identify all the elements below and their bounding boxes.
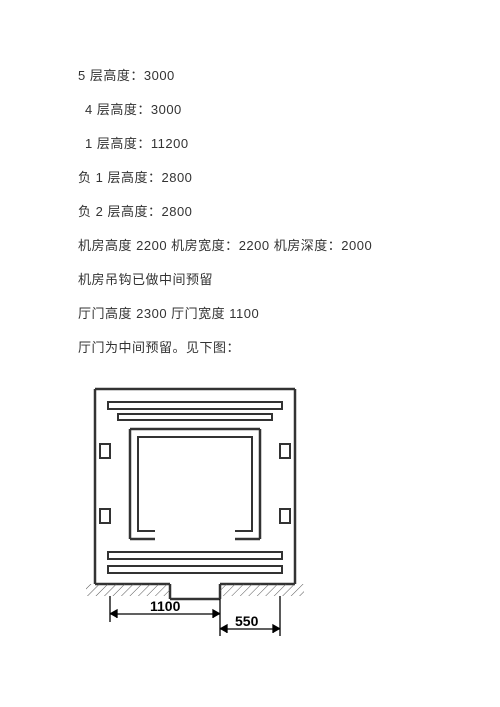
label: 厅门为中间预留。见下图：: [78, 340, 240, 355]
num: 2: [96, 204, 108, 219]
dim-550: 550: [235, 613, 259, 629]
value: 1100: [229, 306, 259, 321]
value: 2800: [161, 170, 192, 185]
dim-1100: 1100: [150, 598, 181, 614]
label: 机房深度：: [274, 238, 342, 253]
value: 3000: [151, 102, 182, 117]
spec-line: 厅门为中间预留。见下图：: [78, 337, 500, 356]
shaft-svg: 1100 550: [80, 374, 320, 644]
label: 机房宽度：: [171, 238, 239, 253]
spec-line: 5 层高度：3000: [78, 65, 500, 84]
num: 1: [85, 136, 97, 151]
value: 2200: [136, 238, 171, 253]
label: 层高度：: [107, 170, 161, 185]
label: 层高度：: [107, 204, 161, 219]
num: 1: [96, 170, 108, 185]
label: 层高度：: [90, 68, 144, 83]
label: 层高度：: [97, 136, 151, 151]
spec-line: 负 2 层高度：2800: [78, 201, 500, 220]
spec-line: 负 1 层高度：2800: [78, 167, 500, 186]
spec-line: 1 层高度：11200: [78, 133, 500, 152]
spec-line: 机房吊钩已做中间预留: [78, 269, 500, 288]
document-body: 5 层高度：3000 4 层高度：3000 1 层高度：11200 负 1 层高…: [0, 0, 500, 647]
label: 负: [78, 204, 96, 219]
value: 2000: [341, 238, 372, 253]
value: 11200: [151, 136, 189, 151]
spec-line: 机房高度 2200 机房宽度：2200 机房深度：2000: [78, 235, 500, 254]
value: 2200: [239, 238, 274, 253]
spec-line: 厅门高度 2300 厅门宽度 1100: [78, 303, 500, 322]
elevator-shaft-diagram: 1100 550: [80, 374, 500, 647]
label: 机房高度: [78, 238, 136, 253]
label: 层高度：: [97, 102, 151, 117]
num: 4: [85, 102, 97, 117]
label: 厅门高度: [78, 306, 136, 321]
label: 机房吊钩已做中间预留: [78, 272, 213, 287]
label: 负: [78, 170, 96, 185]
spec-line: 4 层高度：3000: [78, 99, 500, 118]
value: 2800: [161, 204, 192, 219]
value: 3000: [144, 68, 175, 83]
label: 厅门宽度: [171, 306, 229, 321]
num: 5: [78, 68, 90, 83]
value: 2300: [136, 306, 171, 321]
